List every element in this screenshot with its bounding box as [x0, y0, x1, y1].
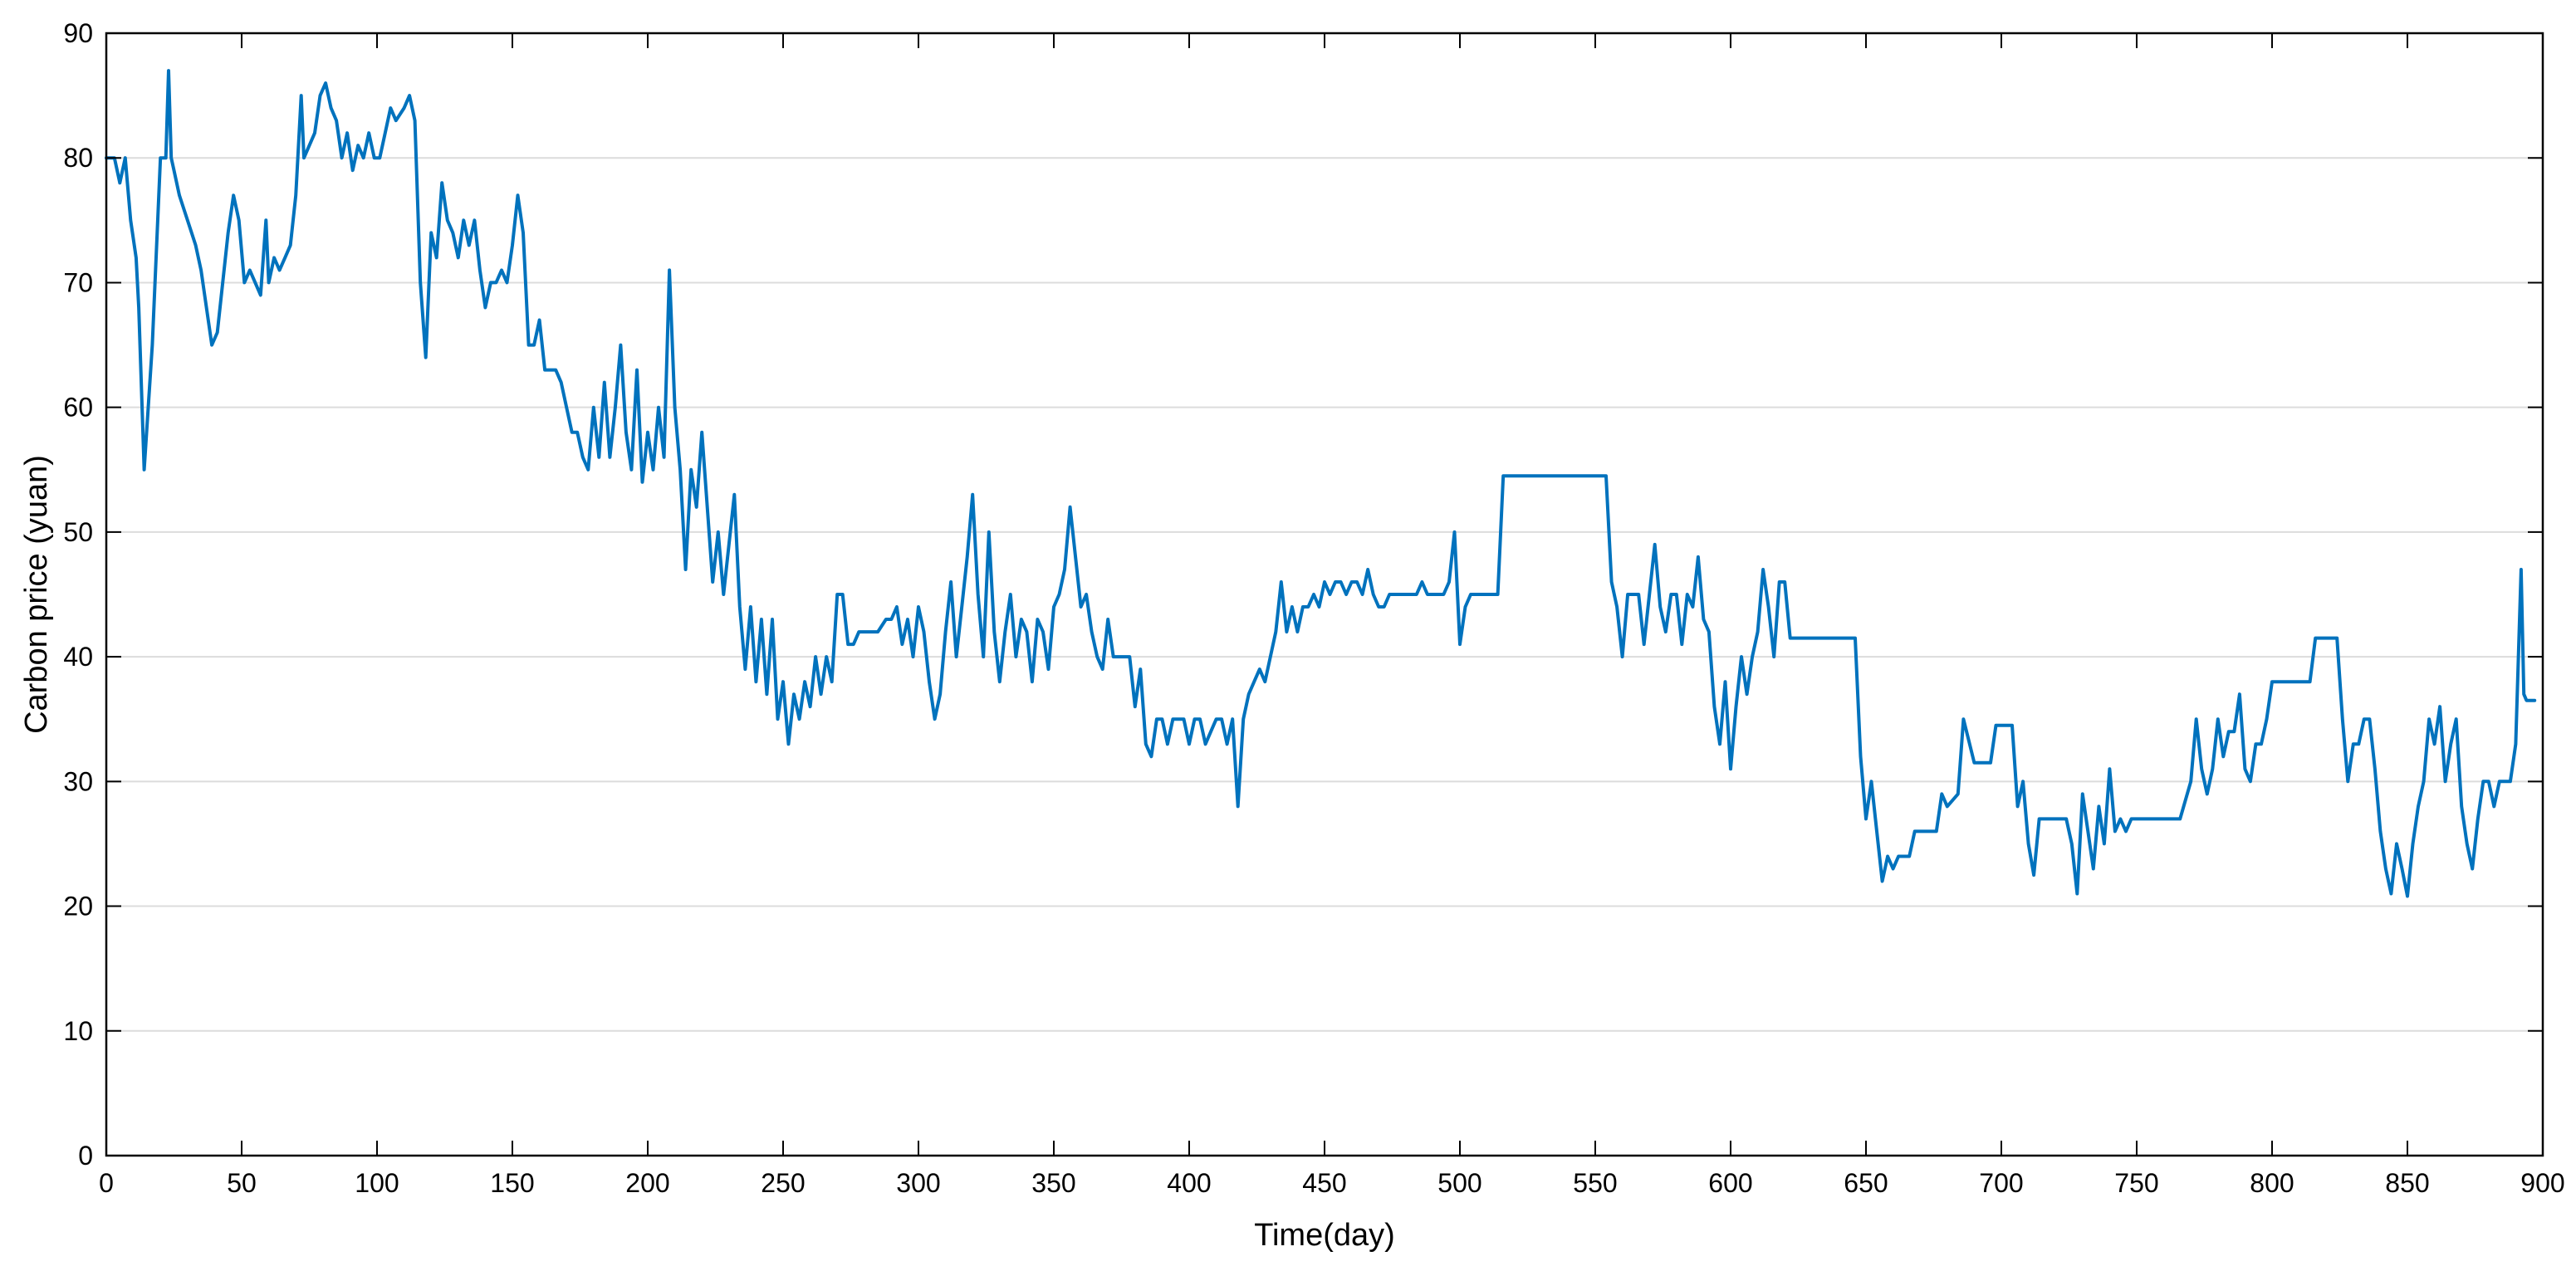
x-tick-label: 150 [490, 1168, 534, 1198]
x-tick-label: 850 [2385, 1168, 2429, 1198]
x-tick-label: 700 [1979, 1168, 2023, 1198]
x-axis-title: Time(day) [1254, 1218, 1395, 1253]
x-tick-label: 250 [761, 1168, 805, 1198]
x-tick-label: 650 [1844, 1168, 1888, 1198]
x-tick-label: 0 [99, 1168, 114, 1198]
y-tick-label: 50 [63, 517, 93, 547]
x-tick-label: 800 [2250, 1168, 2294, 1198]
x-tick-label: 450 [1302, 1168, 1346, 1198]
x-tick-label: 500 [1437, 1168, 1481, 1198]
y-tick-label: 90 [63, 18, 93, 48]
price-series-line [105, 69, 2537, 898]
y-tick-label: 70 [63, 267, 93, 297]
x-tick-label: 300 [896, 1168, 940, 1198]
x-tick-label: 400 [1167, 1168, 1211, 1198]
y-tick-label: 10 [63, 1016, 93, 1046]
y-tick-label: 60 [63, 393, 93, 423]
price-series-group [105, 69, 2537, 898]
x-tick-label: 50 [227, 1168, 257, 1198]
y-tick-label: 20 [63, 892, 93, 921]
y-tick-label: 40 [63, 642, 93, 672]
x-tick-label: 200 [625, 1168, 669, 1198]
y-axis-ticks: 0 10 20 30 40 50 60 70 80 90 [63, 18, 2543, 1171]
y-tick-label: 30 [63, 766, 93, 796]
x-axis-ticks: 0 50 100 150 200 250 300 350 400 450 500 550 600 650 7… [99, 33, 2565, 1198]
x-tick-label: 900 [2520, 1168, 2564, 1198]
axes [105, 32, 2544, 1157]
plot-frame [105, 32, 2544, 1157]
y-tick-label: 0 [78, 1141, 93, 1171]
y-axis-title: Carbon price (yuan) [19, 455, 54, 734]
x-tick-label: 750 [2114, 1168, 2158, 1198]
x-tick-label: 350 [1031, 1168, 1075, 1198]
gridlines [106, 157, 2543, 1032]
x-tick-label: 550 [1573, 1168, 1617, 1198]
y-tick-label: 80 [63, 143, 93, 173]
x-tick-label: 100 [355, 1168, 399, 1198]
x-tick-label: 600 [1708, 1168, 1752, 1198]
